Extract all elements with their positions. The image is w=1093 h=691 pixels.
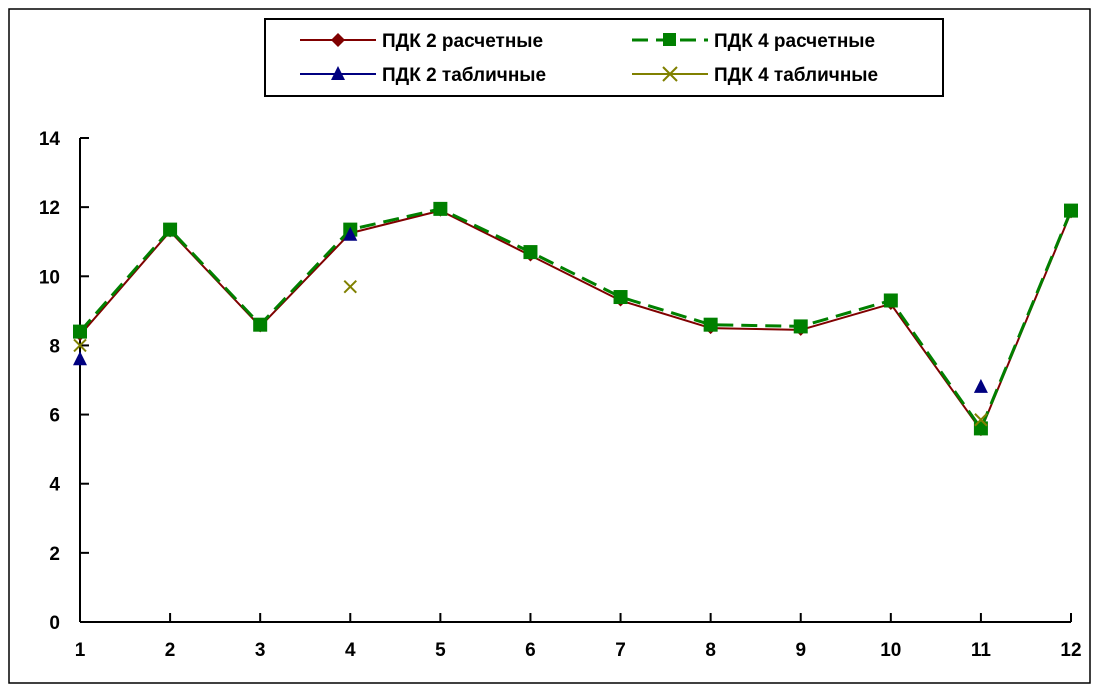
data-point — [973, 378, 988, 393]
legend-entry-pdk2-table: ПДК 2 табличные — [300, 65, 546, 86]
series-4 — [73, 279, 988, 427]
data-point — [613, 290, 628, 305]
x-tick-label: 12 — [1060, 640, 1081, 661]
data-point — [343, 279, 357, 294]
data-point — [343, 226, 358, 241]
x-tick-label: 4 — [345, 640, 356, 661]
data-point — [1064, 203, 1078, 218]
legend-entry-pdk4-calc: ПДК 4 расчетные — [632, 31, 875, 52]
data-point — [163, 222, 178, 237]
data-point — [973, 421, 988, 436]
series-layer — [73, 201, 1078, 437]
legend-label: ПДК 2 расчетные — [382, 31, 543, 52]
legend-entry-pdk4-table: ПДК 4 табличные — [632, 65, 878, 86]
legend: ПДК 2 расчетные ПДК 4 расчетные ПДК 2 та… — [264, 18, 944, 97]
x-tick-label: 11 — [971, 640, 992, 661]
data-point-stroke — [343, 279, 357, 294]
data-point — [523, 245, 538, 260]
y-tick-label: 12 — [39, 198, 60, 219]
x-tick-label: 2 — [165, 640, 176, 661]
legend-label: ПДК 4 табличные — [714, 65, 878, 86]
data-point-stroke — [974, 413, 988, 427]
data-point — [73, 338, 87, 353]
y-tick-label: 14 — [39, 129, 61, 150]
x-tick-label: 5 — [435, 640, 446, 661]
y-tick-label: 2 — [49, 544, 60, 565]
legend-entry-pdk2-calc: ПДК 2 расчетные — [300, 31, 543, 52]
y-tick-label: 8 — [49, 336, 60, 357]
y-tick-label: 10 — [39, 267, 60, 288]
series-2 — [73, 201, 1078, 436]
data-point — [73, 324, 87, 339]
legend-box — [264, 18, 944, 97]
y-tick-label: 6 — [49, 406, 60, 427]
series-line — [78, 207, 1073, 430]
data-point — [253, 317, 268, 332]
x-tick-label: 3 — [255, 640, 266, 661]
chart-border — [8, 8, 1091, 684]
data-point — [433, 201, 448, 216]
y-tick-label: 0 — [49, 613, 60, 634]
legend-label: ПДК 4 расчетные — [714, 31, 875, 52]
data-point — [974, 413, 988, 427]
x-tick-label: 9 — [795, 640, 806, 661]
data-point-stroke — [73, 338, 87, 353]
data-point — [703, 317, 718, 332]
data-point — [793, 319, 808, 334]
data-point — [73, 351, 87, 366]
y-tick-label: 4 — [49, 475, 60, 496]
series-3 — [73, 226, 988, 393]
data-point — [883, 293, 898, 308]
x-tick-label: 10 — [880, 640, 901, 661]
x-tick-label: 7 — [615, 640, 626, 661]
x-tick-label: 1 — [75, 640, 86, 661]
x-tick-label: 6 — [525, 640, 536, 661]
legend-label: ПДК 2 табличные — [382, 65, 546, 86]
x-tick-label: 8 — [705, 640, 716, 661]
